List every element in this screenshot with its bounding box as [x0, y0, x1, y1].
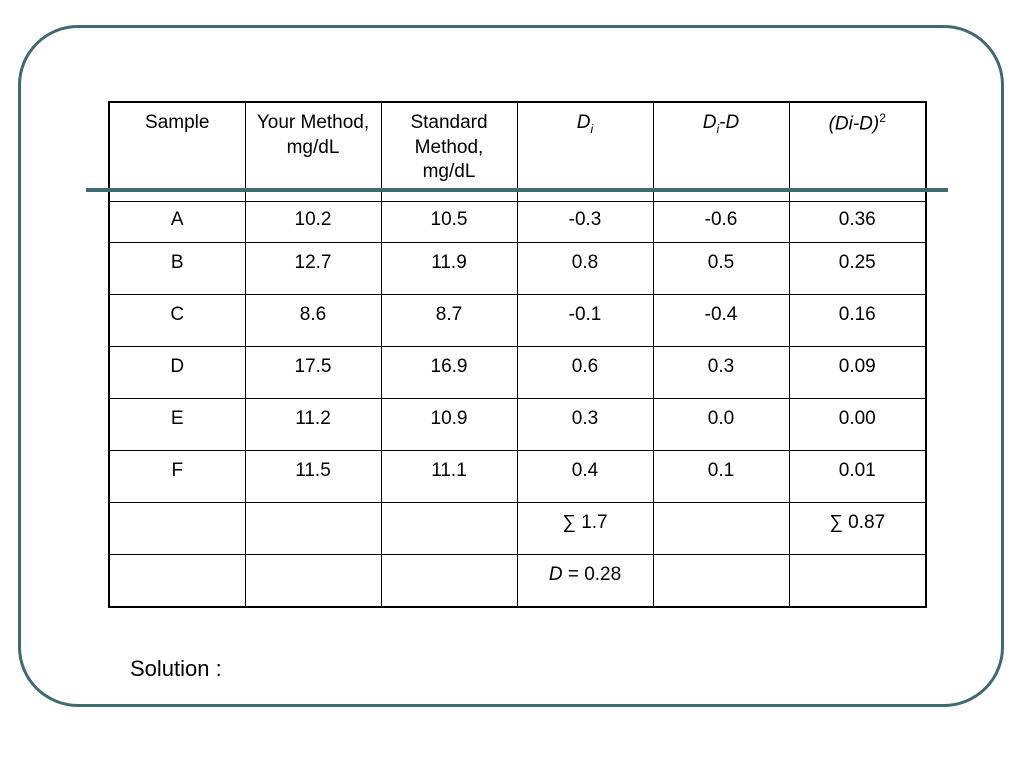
cell-squared: 0.36 [788, 201, 927, 243]
cell-your-method: 17.5 [244, 346, 382, 399]
header-standard-method: Standard Method, mg/dL [380, 101, 518, 202]
cell-di-minus-d: 0.1 [652, 450, 790, 503]
header-sample: Sample [108, 101, 246, 202]
cell-your-method: 11.5 [244, 450, 382, 503]
cell-empty [108, 554, 246, 608]
header-your-method: Your Method, mg/dL [244, 101, 382, 202]
mean-row: D = 0.28 [108, 554, 927, 608]
table-row: C 8.6 8.7 -0.1 -0.4 0.16 [108, 294, 927, 347]
header-di: Di [516, 101, 654, 202]
cell-di-minus-d: -0.6 [652, 201, 790, 243]
cell-squared: 0.00 [788, 398, 927, 451]
cell-empty [380, 554, 518, 608]
header-di-minus-d-sub: i [716, 121, 720, 136]
header-squared-base: (Di-D) [828, 113, 880, 135]
cell-di: -0.3 [516, 201, 654, 243]
cell-squared-sum: ∑ 0.87 [788, 502, 927, 555]
cell-empty [108, 502, 246, 555]
cell-empty [244, 502, 382, 555]
cell-empty [652, 554, 790, 608]
cell-standard-method: 10.5 [380, 201, 518, 243]
header-row: Sample Your Method, mg/dL Standard Metho… [108, 101, 927, 202]
header-di-minus-d-tail: -D [719, 112, 740, 133]
cell-standard-method: 16.9 [380, 346, 518, 399]
header-di-minus-d: Di-D [652, 101, 790, 202]
header-your-method-label: Your Method, [256, 112, 370, 133]
slide-frame [18, 25, 1004, 707]
cell-empty [380, 502, 518, 555]
cell-standard-method: 8.7 [380, 294, 518, 347]
cell-di: 0.8 [516, 242, 654, 295]
header-di-base: D [576, 112, 591, 133]
table-row: F 11.5 11.1 0.4 0.1 0.01 [108, 450, 927, 503]
cell-standard-method: 11.9 [380, 242, 518, 295]
cell-di-minus-d: 0.0 [652, 398, 790, 451]
cell-di-sum: ∑ 1.7 [516, 502, 654, 555]
cell-sample: E [108, 398, 246, 451]
cell-di-minus-d: 0.3 [652, 346, 790, 399]
solution-label: Solution : [130, 656, 222, 681]
mean-value: = 0.28 [562, 564, 622, 585]
header-standard-method-unit: mg/dL [422, 161, 476, 183]
cell-your-method: 8.6 [244, 294, 382, 347]
cell-di: 0.3 [516, 398, 654, 451]
cell-squared: 0.25 [788, 242, 927, 295]
cell-di: 0.4 [516, 450, 654, 503]
header-squared-deviation: (Di-D)2 [788, 101, 927, 202]
cell-empty [788, 554, 927, 608]
cell-sample: D [108, 346, 246, 399]
table-row: D 17.5 16.9 0.6 0.3 0.09 [108, 346, 927, 399]
table-row: B 12.7 11.9 0.8 0.5 0.25 [108, 242, 927, 295]
cell-di-minus-d: 0.5 [652, 242, 790, 295]
cell-squared: 0.16 [788, 294, 927, 347]
header-standard-method-label: Standard Method, [410, 112, 488, 158]
cell-your-method: 11.2 [244, 398, 382, 451]
table-row: E 11.2 10.9 0.3 0.0 0.00 [108, 398, 927, 451]
decorative-rule [86, 188, 948, 192]
cell-empty [244, 554, 382, 608]
cell-di: 0.6 [516, 346, 654, 399]
cell-sample: C [108, 294, 246, 347]
cell-your-method: 12.7 [244, 242, 382, 295]
header-di-sub: i [590, 121, 594, 136]
data-table: Sample Your Method, mg/dL Standard Metho… [108, 101, 927, 608]
cell-sample: F [108, 450, 246, 503]
cell-sample: B [108, 242, 246, 295]
table-body: A 10.2 10.5 -0.3 -0.6 0.36 B 12.7 11.9 0… [108, 201, 927, 608]
cell-squared: 0.01 [788, 450, 927, 503]
cell-di-minus-d: -0.4 [652, 294, 790, 347]
header-di-minus-d-base: D [702, 112, 717, 133]
cell-standard-method: 11.1 [380, 450, 518, 503]
table-row: A 10.2 10.5 -0.3 -0.6 0.36 [108, 201, 927, 243]
header-your-method-unit: mg/dL [286, 136, 340, 158]
cell-di: -0.1 [516, 294, 654, 347]
cell-mean: D = 0.28 [516, 554, 654, 608]
cell-squared: 0.09 [788, 346, 927, 399]
cell-empty [652, 502, 790, 555]
sum-row: ∑ 1.7 ∑ 0.87 [108, 502, 927, 555]
cell-standard-method: 10.9 [380, 398, 518, 451]
cell-your-method: 10.2 [244, 201, 382, 243]
mean-symbol: D [548, 564, 563, 585]
header-squared-sup: 2 [879, 111, 886, 125]
cell-sample: A [108, 201, 246, 243]
